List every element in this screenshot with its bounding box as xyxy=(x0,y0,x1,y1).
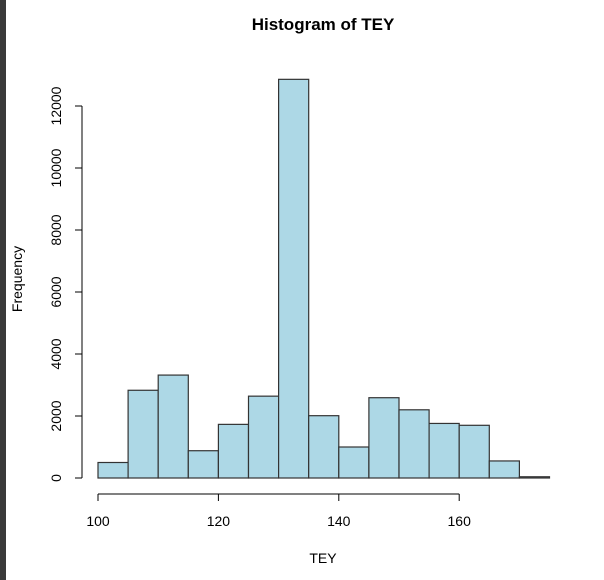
y-tick-label: 12000 xyxy=(48,86,64,125)
histogram-bar-11 xyxy=(428,422,460,479)
histogram-bar-8 xyxy=(338,446,370,479)
bars-group xyxy=(97,78,551,479)
y-tick-label: 10000 xyxy=(48,148,64,187)
histogram-bar-9 xyxy=(368,397,400,479)
x-axis: 100 120 140 160 xyxy=(86,493,472,529)
histogram-bar-2 xyxy=(157,374,189,479)
histogram-bar-12 xyxy=(458,424,490,479)
y-axis-label: Frequency xyxy=(9,246,25,312)
y-tick-label: 8000 xyxy=(48,214,64,245)
y-tick-label: 6000 xyxy=(48,276,64,307)
histogram-bar-6 xyxy=(278,78,310,479)
histogram-bar-4 xyxy=(217,423,250,479)
y-tick-label: 0 xyxy=(48,474,64,482)
histogram-bar-14 xyxy=(518,476,551,479)
window-edge xyxy=(0,0,6,580)
x-axis-label: TEY xyxy=(309,550,337,566)
x-tick-label: 120 xyxy=(207,513,231,529)
y-tick-label: 2000 xyxy=(48,400,64,431)
histogram-bar-13 xyxy=(488,460,520,479)
histogram-bar-3 xyxy=(187,450,220,479)
x-tick-label: 140 xyxy=(327,513,351,529)
x-tick-label: 100 xyxy=(86,513,110,529)
histogram-bar-1 xyxy=(127,389,159,479)
y-tick-label: 4000 xyxy=(48,338,64,369)
x-tick-label: 160 xyxy=(448,513,472,529)
y-axis: 0 2000 4000 6000 8000 10000 12000 xyxy=(48,86,83,482)
histogram-bar-5 xyxy=(247,395,280,479)
chart-title: Histogram of TEY xyxy=(252,15,395,34)
histogram-bar-0 xyxy=(97,461,129,479)
histogram-bar-7 xyxy=(308,415,340,479)
histogram-bar-10 xyxy=(398,409,430,479)
